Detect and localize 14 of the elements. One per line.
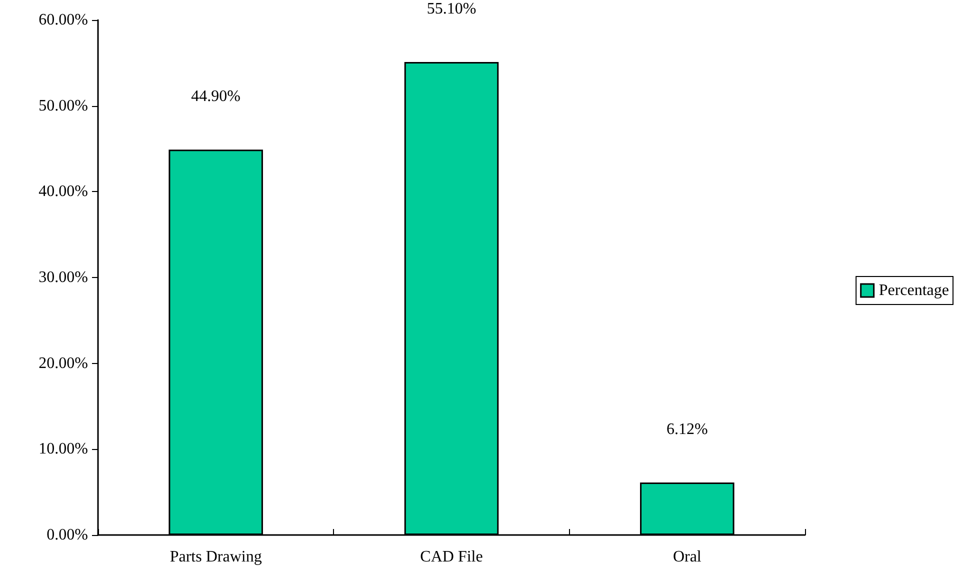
y-tick-label: 60.00% xyxy=(38,12,88,28)
data-label: 6.12% xyxy=(666,420,708,438)
y-tick-label: 50.00% xyxy=(38,97,88,114)
data-label: 55.10% xyxy=(426,0,476,18)
legend-label: Percentage xyxy=(878,282,950,299)
y-tick-label: 30.00% xyxy=(38,269,88,286)
x-tick-label: Oral xyxy=(672,548,702,566)
y-tick-label: 0.00% xyxy=(46,526,88,544)
y-tick-label: 10.00% xyxy=(38,440,88,458)
x-tick-label: CAD File xyxy=(420,548,483,566)
data-label: 44.90% xyxy=(191,88,240,106)
y-tick-label: 20.00% xyxy=(38,354,88,372)
x-tick-label: Parts Drawing xyxy=(170,548,262,566)
y-tick-label: 40.00% xyxy=(38,183,88,200)
